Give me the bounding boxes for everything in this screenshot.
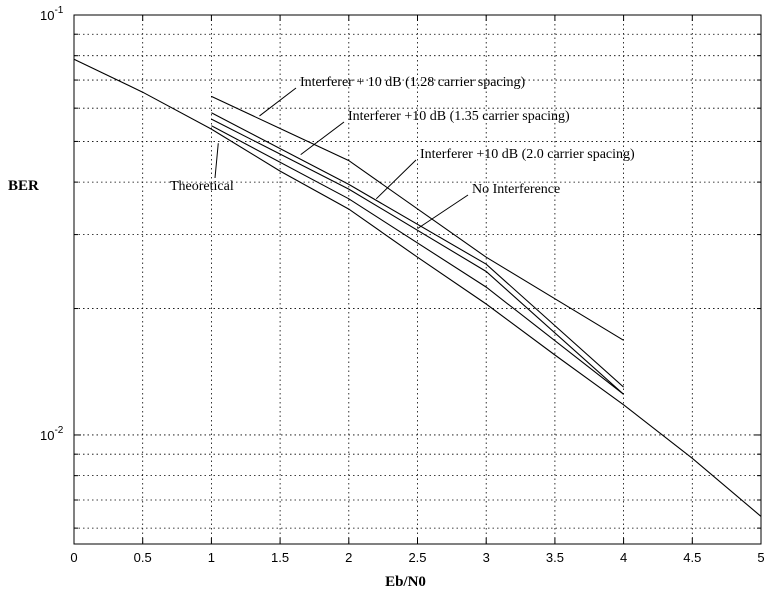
y-tick-label: 10-1: [40, 5, 64, 23]
annotation-label-4: Theoretical: [170, 179, 234, 194]
y-tick-exponent: -2: [54, 425, 63, 436]
plot-frame: [73, 14, 762, 545]
series-line-0: [73, 58, 762, 517]
leader-line-2: [375, 159, 417, 200]
y-tick-label: 10-2: [40, 425, 64, 443]
annotation-label-0: Interferer + 10 dB (1.28 carrier spacing…: [300, 75, 526, 90]
annotation-labels: Interferer + 10 dB (1.28 carrier spacing…: [170, 75, 635, 197]
x-tick-label: 4: [620, 550, 627, 565]
x-tick-label: 3: [483, 550, 490, 565]
x-tick-label: 2: [345, 550, 352, 565]
leader-line-4: [214, 143, 219, 179]
x-tick-label: 4.5: [683, 550, 701, 565]
annotation-label-2: Interferer +10 dB (2.0 carrier spacing): [420, 147, 635, 162]
x-tick-label: 0.5: [134, 550, 152, 565]
x-tick-label: 1.5: [271, 550, 289, 565]
series-line-3: [211, 112, 624, 388]
annotation-leaders: [214, 87, 469, 230]
x-axis-label: Eb/N0: [385, 574, 426, 590]
series-line-2: [211, 118, 624, 395]
leader-line-0: [259, 87, 297, 117]
x-tick-label: 1: [208, 550, 215, 565]
x-tick-label: 5: [757, 550, 764, 565]
leader-line-3: [417, 194, 469, 230]
leader-line-1: [300, 121, 345, 156]
series-line-4: [211, 95, 624, 341]
y-tick-exponent: -1: [54, 5, 63, 16]
y-tick-base: 10: [40, 8, 54, 23]
x-tick-label: 2.5: [408, 550, 426, 565]
annotation-label-1: Interferer +10 dB (1.35 carrier spacing): [348, 109, 570, 124]
series-line-1: [211, 125, 624, 395]
y-axis-label: BER: [8, 178, 39, 194]
series-curves: [73, 58, 762, 517]
x-tick-label: 3.5: [546, 550, 564, 565]
y-tick-base: 10: [40, 428, 54, 443]
x-tick-label: 0: [70, 550, 77, 565]
annotation-label-3: No Interference: [472, 182, 560, 197]
x-tick-labels: 0 0.5 1 1.5 2 2.5 3 3.5 4 4.5 5: [70, 550, 764, 565]
y-tick-labels: 10-110-2: [40, 5, 64, 443]
grid-lines: [73, 14, 762, 544]
